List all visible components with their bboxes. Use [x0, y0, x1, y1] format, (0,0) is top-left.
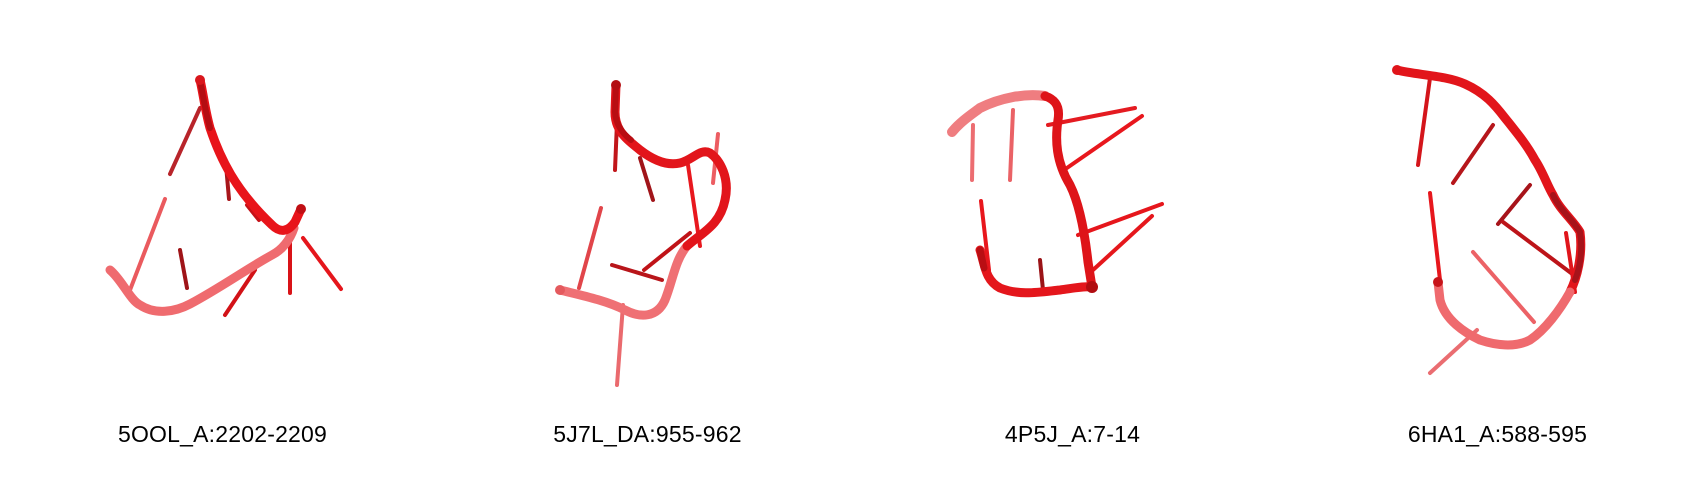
- base-sticks-3: [970, 106, 1164, 292]
- structure-label-3: 4P5J_A:7-14: [1004, 421, 1141, 447]
- structure-label-4: 6HA1_A:588-595: [1407, 421, 1588, 447]
- base-sticks-1: [128, 106, 343, 317]
- structure-panel-4: 6HA1_A:588-595: [1285, 0, 1700, 480]
- backbone-tube-1: [105, 75, 306, 316]
- rna-structure-render-3: [947, 90, 1164, 298]
- base-sticks-4: [1416, 76, 1577, 375]
- backbone-tube-2: [555, 80, 731, 320]
- backbone-tube-4: [1392, 65, 1586, 350]
- rna-structure-render-4: [1392, 65, 1586, 375]
- rna-structure-render-1: [105, 75, 343, 317]
- structure-panel-3: 4P5J_A:7-14: [860, 0, 1285, 480]
- structure-label-2: 5J7L_DA:955-962: [553, 421, 742, 447]
- rna-structure-render-2: [555, 80, 731, 387]
- structure-label-1: 5OOL_A:2202-2209: [117, 421, 328, 447]
- backbone-tube-3: [947, 90, 1098, 298]
- structure-panel-2: 5J7L_DA:955-962: [435, 0, 860, 480]
- structure-panel-1: 5OOL_A:2202-2209: [10, 0, 435, 480]
- base-sticks-2: [577, 120, 720, 387]
